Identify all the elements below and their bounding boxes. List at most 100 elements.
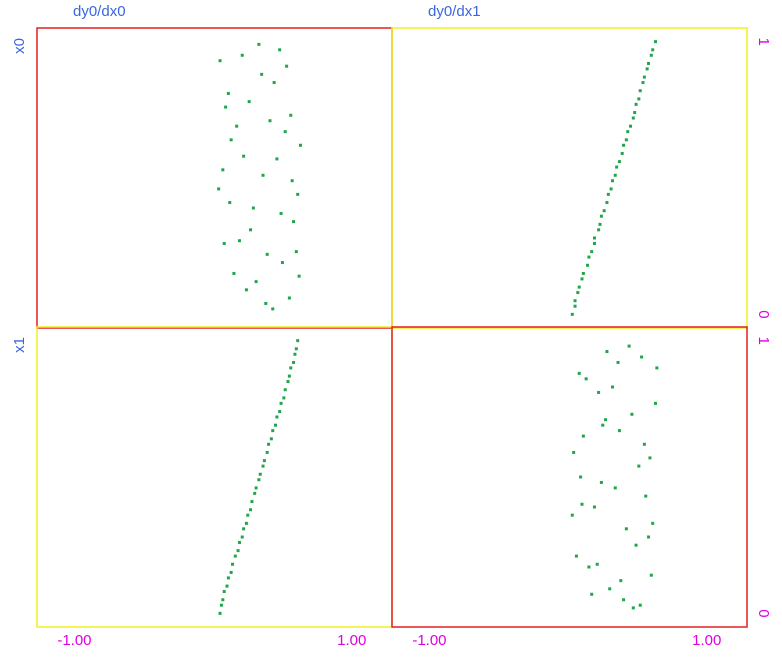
point bbox=[294, 347, 298, 351]
point bbox=[608, 587, 612, 591]
x-tick-label: 1.00 bbox=[692, 632, 721, 649]
point bbox=[249, 228, 253, 232]
point bbox=[222, 590, 226, 594]
point bbox=[236, 549, 240, 553]
point bbox=[224, 105, 228, 109]
point bbox=[278, 48, 282, 52]
point bbox=[275, 157, 279, 161]
point bbox=[653, 40, 657, 44]
point bbox=[293, 352, 297, 356]
point bbox=[232, 271, 236, 275]
point bbox=[274, 423, 278, 427]
point bbox=[271, 429, 275, 433]
point bbox=[229, 138, 233, 142]
point bbox=[226, 576, 230, 580]
point bbox=[599, 214, 603, 218]
point bbox=[287, 374, 291, 378]
column-title: dy0/dx0 bbox=[73, 3, 126, 20]
point bbox=[642, 75, 646, 79]
point bbox=[604, 418, 608, 422]
point bbox=[598, 222, 602, 226]
point bbox=[622, 143, 626, 147]
y-tick-label: 1 bbox=[755, 336, 772, 344]
point bbox=[584, 377, 588, 381]
x-tick-label: 1.00 bbox=[337, 632, 366, 649]
point bbox=[225, 584, 229, 588]
point bbox=[592, 241, 596, 245]
point bbox=[261, 173, 265, 177]
point bbox=[235, 124, 239, 128]
point bbox=[289, 366, 293, 370]
point bbox=[221, 598, 225, 602]
point bbox=[267, 442, 271, 446]
panel-frame bbox=[36, 27, 393, 329]
point bbox=[275, 415, 279, 419]
point bbox=[240, 535, 244, 539]
point bbox=[290, 179, 294, 183]
point bbox=[264, 301, 268, 305]
point bbox=[283, 130, 287, 134]
y-tick-label: 0 bbox=[755, 310, 772, 318]
point bbox=[627, 344, 631, 348]
point bbox=[292, 220, 296, 224]
point bbox=[573, 299, 577, 303]
point bbox=[249, 508, 253, 512]
row-label: x0 bbox=[11, 38, 28, 54]
point bbox=[640, 355, 644, 359]
point bbox=[634, 543, 638, 547]
point bbox=[595, 562, 599, 566]
point bbox=[283, 388, 287, 392]
point bbox=[221, 168, 225, 172]
point bbox=[590, 592, 594, 596]
point bbox=[649, 573, 653, 577]
point bbox=[242, 527, 246, 531]
x-tick-label: -1.00 bbox=[57, 632, 91, 649]
point bbox=[649, 53, 653, 57]
point bbox=[647, 535, 651, 539]
point bbox=[605, 350, 609, 354]
point bbox=[647, 61, 651, 65]
point bbox=[261, 464, 265, 468]
point bbox=[581, 434, 585, 438]
point bbox=[592, 236, 596, 240]
panel-frame bbox=[391, 27, 748, 329]
point bbox=[244, 521, 248, 525]
point bbox=[242, 154, 246, 158]
point bbox=[233, 554, 237, 558]
point bbox=[597, 390, 601, 394]
point bbox=[244, 288, 248, 292]
point bbox=[605, 201, 609, 205]
point bbox=[570, 312, 574, 316]
point bbox=[247, 100, 251, 104]
point bbox=[634, 102, 638, 106]
point bbox=[642, 442, 646, 446]
point bbox=[269, 437, 273, 441]
point bbox=[280, 261, 284, 265]
point bbox=[292, 360, 296, 364]
point bbox=[297, 274, 301, 278]
point bbox=[253, 491, 257, 495]
point bbox=[577, 285, 581, 289]
point bbox=[613, 486, 617, 490]
point bbox=[228, 201, 232, 205]
point bbox=[602, 209, 606, 213]
point bbox=[289, 113, 293, 117]
point bbox=[217, 187, 221, 191]
point bbox=[655, 366, 659, 370]
point bbox=[648, 456, 652, 460]
row-label: x1 bbox=[11, 337, 28, 353]
point bbox=[626, 130, 630, 134]
point bbox=[294, 250, 298, 254]
point bbox=[633, 111, 637, 115]
point bbox=[219, 603, 223, 607]
point bbox=[610, 179, 614, 183]
point bbox=[590, 250, 594, 254]
x-tick-label: -1.00 bbox=[412, 632, 446, 649]
point bbox=[265, 252, 269, 256]
point bbox=[653, 401, 657, 405]
panel-frame bbox=[36, 326, 393, 628]
point bbox=[298, 143, 302, 147]
point bbox=[572, 450, 576, 454]
point bbox=[631, 606, 635, 610]
point bbox=[629, 124, 633, 128]
